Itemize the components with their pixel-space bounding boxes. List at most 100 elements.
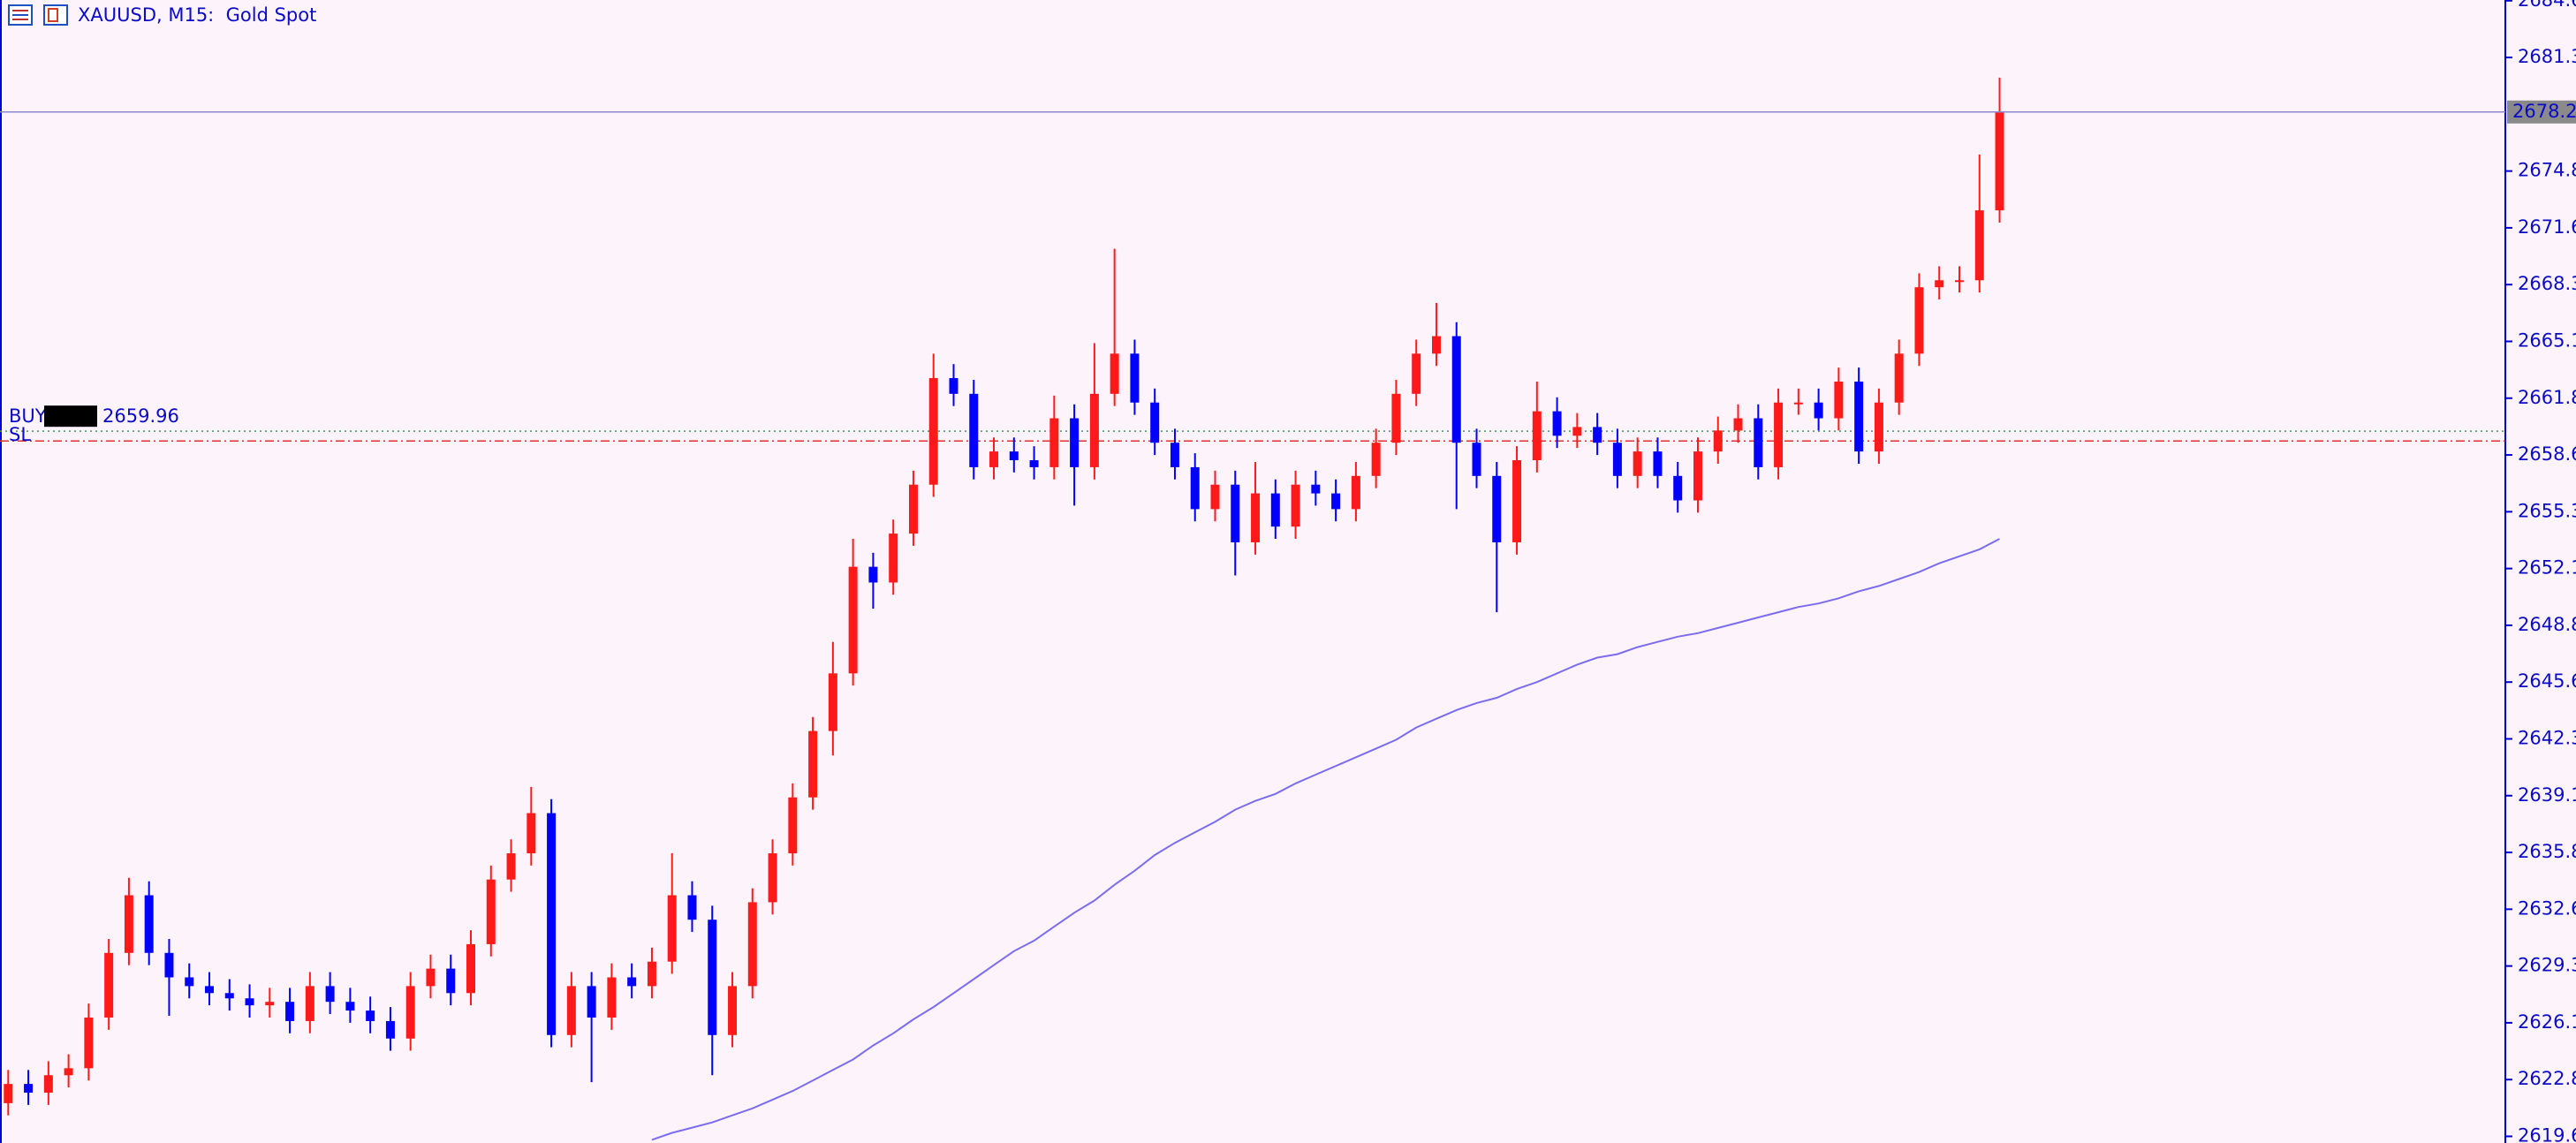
candle-body [587, 986, 596, 1018]
candle-body [305, 986, 314, 1021]
candle-body [1451, 336, 1461, 443]
candle-body [124, 895, 133, 953]
y-tick-label: 2648.85 [2518, 614, 2576, 635]
y-tick-label: 2622.85 [2518, 1068, 2576, 1089]
redacted-box [44, 405, 97, 428]
candle-body [1110, 353, 1119, 394]
candle-body [1009, 451, 1019, 461]
candle-body [185, 977, 194, 987]
candle-body [64, 1068, 73, 1076]
candle-body [224, 993, 234, 999]
candle-body [1431, 336, 1441, 354]
y-tick-label: 2655.35 [2518, 500, 2576, 521]
y-tick-label: 2635.85 [2518, 841, 2576, 862]
candle-body [366, 1011, 375, 1021]
candle-body [747, 902, 757, 987]
candle-body [1653, 451, 1663, 476]
y-tick-label: 2642.35 [2518, 727, 2576, 748]
candle-body [1673, 475, 1683, 501]
moving-average [651, 538, 2000, 1141]
header-icons [8, 4, 68, 26]
candle-body [708, 920, 717, 1035]
buy-price: 2659.96 [102, 405, 179, 427]
candle-body [908, 484, 918, 534]
candle-body [1793, 402, 1803, 405]
candle-body [647, 961, 656, 987]
candle-body [1291, 484, 1300, 527]
candle-body [1371, 443, 1381, 476]
candle-body [104, 952, 114, 1018]
candle-body [426, 968, 436, 987]
candle-body [949, 378, 958, 394]
candle-body [245, 998, 254, 1006]
y-tick-label: 2684.60 [2518, 0, 2576, 11]
candle-body [1834, 381, 1844, 419]
candle-body [4, 1084, 13, 1103]
buy-label: BUY [9, 405, 47, 427]
candle-body [345, 1002, 355, 1011]
candle-body [667, 895, 677, 962]
candle-body [1049, 418, 1059, 467]
y-tick-label: 2674.85 [2518, 160, 2576, 181]
candle-body [1914, 287, 1924, 354]
candle-body [527, 813, 536, 854]
candle-body [1029, 460, 1039, 467]
candle-body [1814, 402, 1823, 419]
candle-body [265, 1002, 275, 1006]
y-tick-label: 2629.35 [2518, 955, 2576, 976]
candle-body [1572, 427, 1582, 436]
candle-body [144, 895, 154, 953]
y-tick-label: 2652.10 [2518, 557, 2576, 579]
candle-body [1532, 411, 1542, 461]
candle-body [989, 451, 999, 467]
candle-body [1170, 443, 1179, 467]
y-tick-label: 2665.10 [2518, 329, 2576, 351]
candle-body [868, 566, 878, 583]
candle-body [1472, 443, 1481, 476]
y-tick-label: 2626.10 [2518, 1011, 2576, 1033]
candle-body [1150, 402, 1160, 443]
candle-body [506, 853, 516, 880]
candle-body [486, 879, 496, 944]
candle-body [1854, 381, 1864, 452]
y-tick-label: 2658.60 [2518, 443, 2576, 465]
candle-body [1391, 393, 1401, 443]
candle-body [24, 1084, 34, 1094]
chart-title: XAUUSD, M15: Gold Spot [78, 4, 316, 26]
y-tick-label: 2681.35 [2518, 46, 2576, 67]
candle-body [1935, 280, 1944, 288]
candle-body [1894, 353, 1904, 403]
candle-body [1954, 280, 1964, 283]
sl-label: SL [9, 424, 31, 445]
candle-body [84, 1017, 94, 1069]
candle-body [728, 986, 738, 1035]
candle-body [1130, 353, 1140, 403]
candle-body [889, 534, 898, 583]
y-tick-label: 2632.60 [2518, 897, 2576, 919]
candle-body [1552, 411, 1562, 436]
candle-body [325, 986, 335, 1003]
candle-body [1311, 484, 1321, 494]
candle-body [566, 986, 576, 1035]
candle-body [405, 986, 415, 1039]
candle-body [1874, 402, 1883, 452]
y-tick-label: 2645.60 [2518, 670, 2576, 692]
current-price-label: 2678.23 [2512, 101, 2576, 122]
candle-body [1612, 443, 1622, 476]
candle-body [1190, 466, 1200, 510]
candle-body [1089, 393, 1099, 467]
candle-body [1231, 484, 1240, 542]
candle-body [808, 730, 818, 798]
candle-body [1974, 210, 1984, 281]
candle-body [627, 977, 637, 987]
candle-body [285, 1002, 295, 1021]
icon-part [48, 8, 58, 22]
candle-body [1713, 430, 1723, 452]
y-tick-label: 2671.60 [2518, 216, 2576, 238]
candle-body [1270, 493, 1280, 527]
candle-body [768, 853, 777, 903]
candle-body [607, 977, 617, 1018]
